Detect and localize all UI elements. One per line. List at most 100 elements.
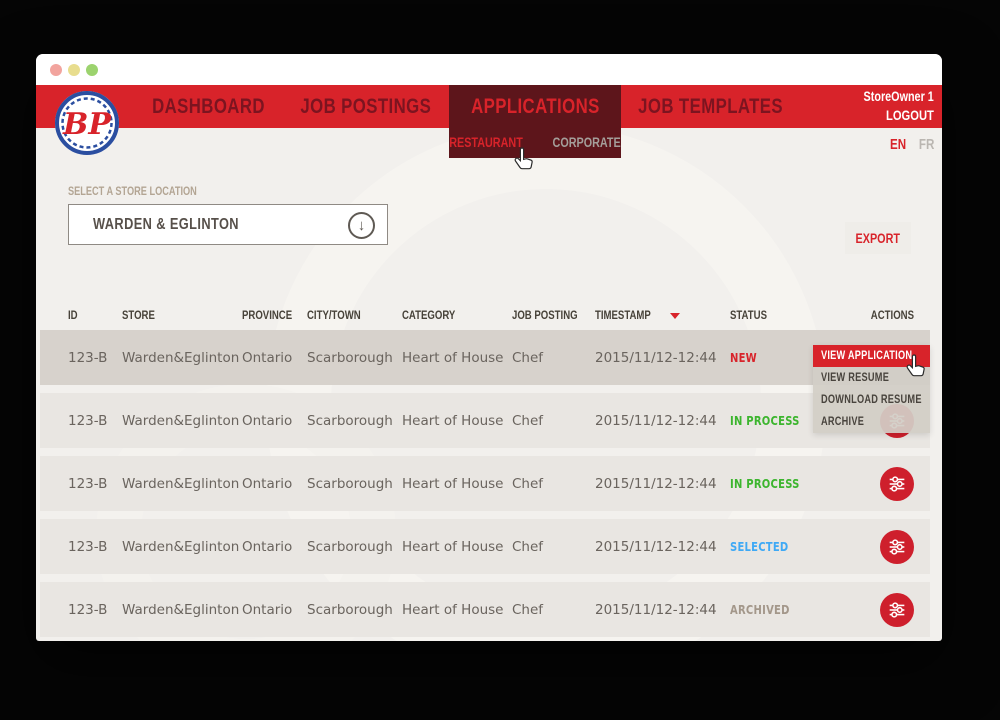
table-row[interactable]: 123-B Warden&Eglinton Ontario Scarboroug… [40, 330, 930, 385]
cell-id: 123-B [68, 412, 108, 429]
cell-job-posting: Chef [512, 349, 544, 366]
nav-item-label: DASHBOARD [151, 94, 265, 118]
cell-job-posting: Chef [512, 538, 544, 555]
cell-province: Ontario [242, 601, 293, 618]
cell-store: Warden&Eglinton [122, 349, 240, 366]
cell-category: Heart of House [402, 349, 504, 366]
column-header-store[interactable]: STORE [122, 308, 155, 322]
row-actions-button[interactable] [880, 529, 914, 564]
language-en[interactable]: EN [890, 137, 907, 153]
cell-city-town: Scarborough [307, 349, 393, 366]
cell-city-town: Scarborough [307, 538, 393, 555]
cell-actions [835, 466, 930, 501]
menu-item-archive[interactable]: ARCHIVE [813, 411, 930, 433]
svg-text:BP: BP [62, 107, 112, 142]
status-badge: SELECTED [730, 538, 789, 554]
language-fr[interactable]: FR [918, 137, 934, 153]
cell-city-town: Scarborough [307, 475, 393, 492]
cell-store: Warden&Eglinton [122, 601, 240, 618]
store-select-value: WARDEN & EGLINTON [93, 215, 239, 233]
cell-province: Ontario [242, 412, 293, 429]
app-window: DASHBOARD JOB POSTINGS JOB TEMPLATES Sto… [36, 54, 942, 641]
sub-nav-corporate[interactable]: CORPORATE [552, 135, 622, 150]
nav-item-job-postings[interactable]: JOB POSTINGS [266, 85, 466, 128]
status-badge: NEW [730, 349, 757, 365]
user-block: StoreOwner 1 LOGOUT [846, 88, 934, 124]
column-header-id[interactable]: ID [68, 308, 78, 322]
cell-city-town: Scarborough [307, 412, 393, 429]
cell-province: Ontario [242, 349, 293, 366]
store-select-label: SELECT A STORE LOCATION [68, 186, 197, 198]
cell-id: 123-B [68, 538, 108, 555]
row-actions-button[interactable] [880, 466, 914, 501]
column-header-province[interactable]: PROVINCE [242, 308, 293, 322]
boston-pizza-logo[interactable]: BP [54, 90, 120, 156]
menu-item-download-resume[interactable]: DOWNLOAD RESUME [813, 389, 930, 411]
cell-actions [835, 592, 930, 627]
row-actions-menu: VIEW APPLICATION VIEW RESUME DOWNLOAD RE… [813, 345, 930, 433]
cell-store: Warden&Eglinton [122, 412, 240, 429]
cell-store: Warden&Eglinton [122, 475, 240, 492]
cell-store: Warden&Eglinton [122, 538, 240, 555]
cell-category: Heart of House [402, 412, 504, 429]
logout-button[interactable]: LOGOUT [886, 107, 934, 123]
window-maximize-button[interactable] [86, 64, 98, 76]
export-button[interactable]: EXPORT [845, 222, 911, 254]
cell-timestamp: 2015/11/12-12:44 [595, 349, 717, 366]
cell-job-posting: Chef [512, 412, 544, 429]
sliders-icon [889, 601, 905, 618]
column-header-category[interactable]: CATEGORY [402, 308, 456, 322]
column-header-actions: ACTIONS [870, 308, 914, 322]
sub-nav-restaurant[interactable]: RESTAURANT [449, 135, 524, 150]
nav-item-dashboard[interactable]: DASHBOARD [108, 85, 308, 128]
language-switcher: EN FR [886, 136, 934, 154]
row-actions-button[interactable] [880, 592, 914, 627]
cell-category: Heart of House [402, 475, 504, 492]
column-header-status[interactable]: STATUS [730, 308, 767, 322]
cell-province: Ontario [242, 475, 293, 492]
nav-item-label: APPLICATIONS [470, 94, 600, 118]
nav-item-label: JOB TEMPLATES [638, 94, 784, 118]
cell-timestamp: 2015/11/12-12:44 [595, 601, 717, 618]
cell-actions [835, 529, 930, 564]
column-header-city-town[interactable]: CITY/TOWN [307, 308, 361, 322]
cell-city-town: Scarborough [307, 601, 393, 618]
cell-timestamp: 2015/11/12-12:44 [595, 475, 717, 492]
user-name: StoreOwner 1 [863, 89, 934, 104]
table-row[interactable]: 123-B Warden&Eglinton Ontario Scarboroug… [40, 393, 930, 448]
cell-timestamp: 2015/11/12-12:44 [595, 412, 717, 429]
column-header-timestamp-sorted[interactable]: TIMESTAMP [595, 308, 730, 322]
sliders-icon [889, 538, 905, 555]
cell-job-posting: Chef [512, 601, 544, 618]
table-row[interactable]: 123-B Warden&Eglinton Ontario Scarboroug… [40, 456, 930, 511]
cell-category: Heart of House [402, 538, 504, 555]
applications-sub-nav: RESTAURANT CORPORATE [449, 128, 622, 158]
window-titlebar [36, 54, 942, 85]
sliders-icon [889, 475, 905, 492]
menu-item-view-application[interactable]: VIEW APPLICATION [813, 345, 930, 367]
menu-item-view-resume[interactable]: VIEW RESUME [813, 367, 930, 389]
window-close-button[interactable] [50, 64, 62, 76]
sort-desc-icon [669, 312, 680, 319]
status-badge: ARCHIVED [730, 601, 790, 617]
cell-id: 123-B [68, 601, 108, 618]
store-select-dropdown[interactable]: WARDEN & EGLINTON ↓ [68, 204, 388, 245]
table-row[interactable]: 123-B Warden&Eglinton Ontario Scarboroug… [40, 519, 930, 574]
nav-item-job-templates[interactable]: JOB TEMPLATES [611, 85, 811, 128]
cell-id: 123-B [68, 475, 108, 492]
nav-item-applications-active: APPLICATIONS RESTAURANT CORPORATE [449, 85, 621, 158]
status-badge: IN PROCESS [730, 475, 800, 491]
column-header-job-posting[interactable]: JOB POSTING [512, 308, 578, 322]
cell-category: Heart of House [402, 601, 504, 618]
cell-province: Ontario [242, 538, 293, 555]
chevron-down-icon: ↓ [348, 212, 375, 239]
cell-id: 123-B [68, 349, 108, 366]
table-row[interactable]: 123-B Warden&Eglinton Ontario Scarboroug… [40, 582, 930, 637]
nav-item-applications[interactable]: APPLICATIONS [449, 85, 621, 128]
window-minimize-button[interactable] [68, 64, 80, 76]
cell-job-posting: Chef [512, 475, 544, 492]
table-header: ID STORE PROVINCE CITY/TOWN CATEGORY JOB… [40, 304, 930, 326]
nav-item-label: JOB POSTINGS [300, 94, 432, 118]
cell-timestamp: 2015/11/12-12:44 [595, 538, 717, 555]
